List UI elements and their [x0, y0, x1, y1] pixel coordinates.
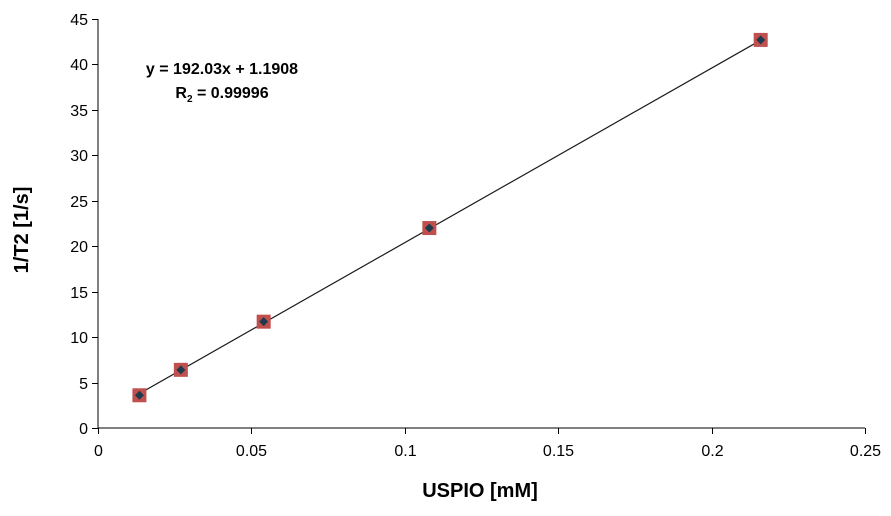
x-tick-label: 0.15	[543, 443, 574, 460]
y-tick-label: 20	[70, 239, 88, 256]
y-tick-label: 25	[70, 194, 88, 211]
data-point-marker	[134, 390, 144, 400]
x-tick-label: 0.05	[236, 443, 267, 460]
x-axis-title: USPIO [mM]	[422, 480, 538, 502]
points-layer	[132, 32, 768, 403]
ticks-layer: 0 5 10 15 20 25 30 35 40 45 0 0.05 0.1 0.15 0.2 0.25	[70, 12, 881, 460]
x-tick-label: 0.1	[394, 443, 416, 460]
regression-annotation: y = 192.03x + 1.1908 R2 = 0.99996	[146, 61, 298, 105]
trendline	[139, 39, 761, 395]
data-point	[132, 388, 147, 403]
r-squared-prefix: R	[175, 85, 187, 102]
data-point	[256, 314, 271, 329]
data-point-marker	[259, 317, 269, 327]
data-point	[422, 221, 437, 236]
y-tick-label: 0	[79, 421, 88, 438]
data-point	[173, 362, 188, 377]
y-axis-title: 1/T2 [1/s]	[11, 187, 33, 274]
axes-layer	[97, 19, 865, 429]
y-tick-label: 35	[70, 103, 88, 120]
r-squared-label: R2 = 0.99996	[175, 85, 268, 105]
x-tick-label: 0	[94, 443, 103, 460]
y-tick-label: 10	[70, 330, 88, 347]
r-squared-value: = 0.99996	[193, 85, 269, 102]
y-tick-label: 15	[70, 285, 88, 302]
y-tick-label: 40	[70, 57, 88, 74]
regression-equation: y = 192.03x + 1.1908	[146, 61, 298, 78]
x-tick-label: 0.2	[701, 443, 723, 460]
data-point	[753, 32, 768, 47]
data-point-marker	[424, 223, 434, 233]
r-squared-subscript: 2	[187, 94, 193, 105]
trendline-layer	[139, 39, 761, 395]
y-tick-label: 45	[70, 12, 88, 29]
data-point-marker	[176, 365, 186, 375]
data-point-marker	[756, 35, 766, 45]
x-tick-label: 0.25	[850, 443, 881, 460]
y-tick-label: 30	[70, 148, 88, 165]
y-tick-label: 5	[79, 376, 88, 393]
